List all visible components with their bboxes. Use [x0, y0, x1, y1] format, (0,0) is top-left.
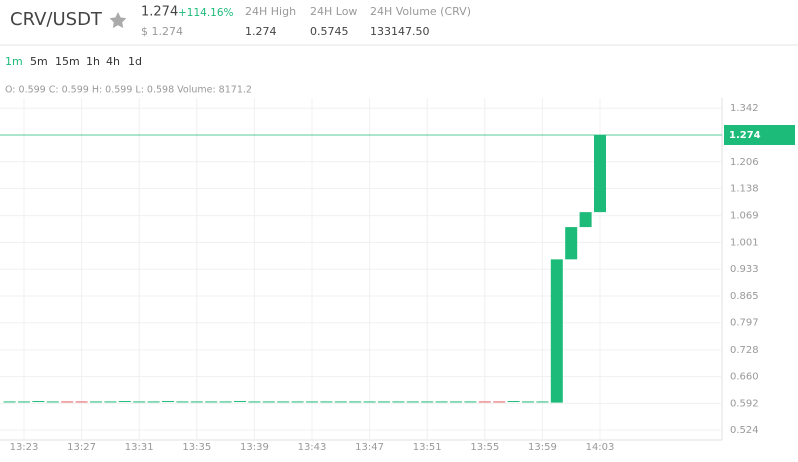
candle: [104, 401, 117, 403]
x-tick-label: 13:55: [470, 442, 499, 453]
interval-tab[interactable]: 5m: [30, 55, 48, 68]
y-tick-label: 0.797: [730, 318, 759, 329]
x-tick-label: 13:23: [10, 442, 39, 453]
price-tag-label: 1.274: [729, 130, 761, 141]
candle: [392, 401, 405, 403]
plot: 0.524 0.592 0.660 0.728 0.797 0.865 0.933 1.001…: [0, 98, 795, 453]
candle: [205, 401, 218, 403]
candle: [406, 401, 419, 403]
y-tick-label: 0.524: [730, 425, 759, 436]
change: +114.16%: [178, 7, 234, 19]
y-tick-label: 1.001: [730, 237, 759, 248]
candle: [450, 401, 462, 403]
candle: [32, 401, 45, 403]
x-tick-label: 14:03: [586, 442, 615, 453]
candle: [147, 401, 160, 403]
y-tick-label: 0.865: [730, 291, 759, 302]
x-tick-label: 13:43: [298, 442, 327, 453]
candle: [190, 401, 203, 403]
interval-bar: 1m 5m 15m 1h 4h 1d: [5, 55, 142, 68]
candle: [464, 401, 477, 403]
candle: [262, 401, 275, 403]
candle: [234, 401, 246, 403]
candle: [478, 401, 491, 403]
candle: [90, 401, 102, 403]
candle: [75, 401, 88, 403]
candle: [61, 401, 74, 403]
candle: [579, 212, 592, 228]
x-tick-label: 13:27: [67, 442, 96, 453]
candle: [507, 401, 520, 403]
y-tick-label: 1.206: [730, 157, 759, 168]
stat-value: 0.5745: [310, 25, 349, 38]
candle: [291, 401, 304, 403]
stat-label: 24H High: [245, 5, 296, 18]
candle: [334, 401, 347, 403]
candle: [133, 401, 146, 403]
x-tick-label: 13:39: [240, 442, 269, 453]
candle: [522, 401, 534, 403]
x-tick-label: 13:51: [413, 442, 442, 453]
x-tick-label: 13:31: [125, 442, 154, 453]
candle: [176, 401, 189, 403]
candle: [3, 401, 16, 403]
stat-value: 133147.50: [370, 25, 430, 38]
y-tick-label: 0.933: [730, 264, 759, 275]
x-tick-label: 13:59: [528, 442, 557, 453]
x-tick-label: 13:47: [355, 442, 384, 453]
stat-label: 24H Low: [310, 5, 357, 18]
pair: CRV/USDT: [10, 9, 103, 30]
interval-tab[interactable]: 1m: [5, 55, 23, 68]
candle: [248, 401, 261, 403]
candle: [18, 401, 30, 403]
interval-tab[interactable]: 1h: [86, 55, 100, 68]
candle: [306, 401, 318, 403]
y-tick-label: 0.592: [730, 398, 759, 409]
y-tick-label: 0.728: [730, 345, 759, 356]
candle: [118, 401, 131, 403]
candle: [565, 227, 578, 260]
price-usd: $ 1.274: [141, 25, 183, 38]
stat-value: 1.274: [245, 25, 277, 38]
candle: [493, 401, 506, 403]
candle: [594, 134, 606, 213]
candle: [421, 401, 434, 403]
candle: [46, 401, 59, 403]
favorite-star[interactable]: [109, 12, 127, 28]
price-tag: [724, 124, 795, 145]
y-tick-label: 1.069: [730, 211, 759, 222]
ohlc-info: O: 0.599 C: 0.599 H: 0.599 L: 0.598 Volu…: [5, 85, 252, 96]
candle: [435, 401, 448, 403]
y-tick-label: 1.342: [730, 103, 759, 114]
candle: [378, 401, 390, 403]
candle: [162, 401, 174, 403]
candle: [277, 401, 290, 403]
candle: [536, 401, 549, 403]
candle: [550, 259, 563, 403]
interval-tab[interactable]: 1d: [128, 55, 142, 68]
candle: [363, 401, 376, 403]
price: 1.274: [141, 5, 178, 20]
y-tick-label: 1.138: [730, 184, 759, 195]
interval-tab[interactable]: 15m: [55, 55, 80, 68]
candle: [349, 401, 362, 403]
interval-tab[interactable]: 4h: [106, 55, 120, 68]
y-tick-label: 0.660: [730, 372, 759, 383]
candle: [219, 401, 232, 403]
stat-label: 24H Volume (CRV): [370, 5, 471, 18]
x-tick-label: 13:35: [182, 442, 211, 453]
candle: [320, 401, 333, 403]
